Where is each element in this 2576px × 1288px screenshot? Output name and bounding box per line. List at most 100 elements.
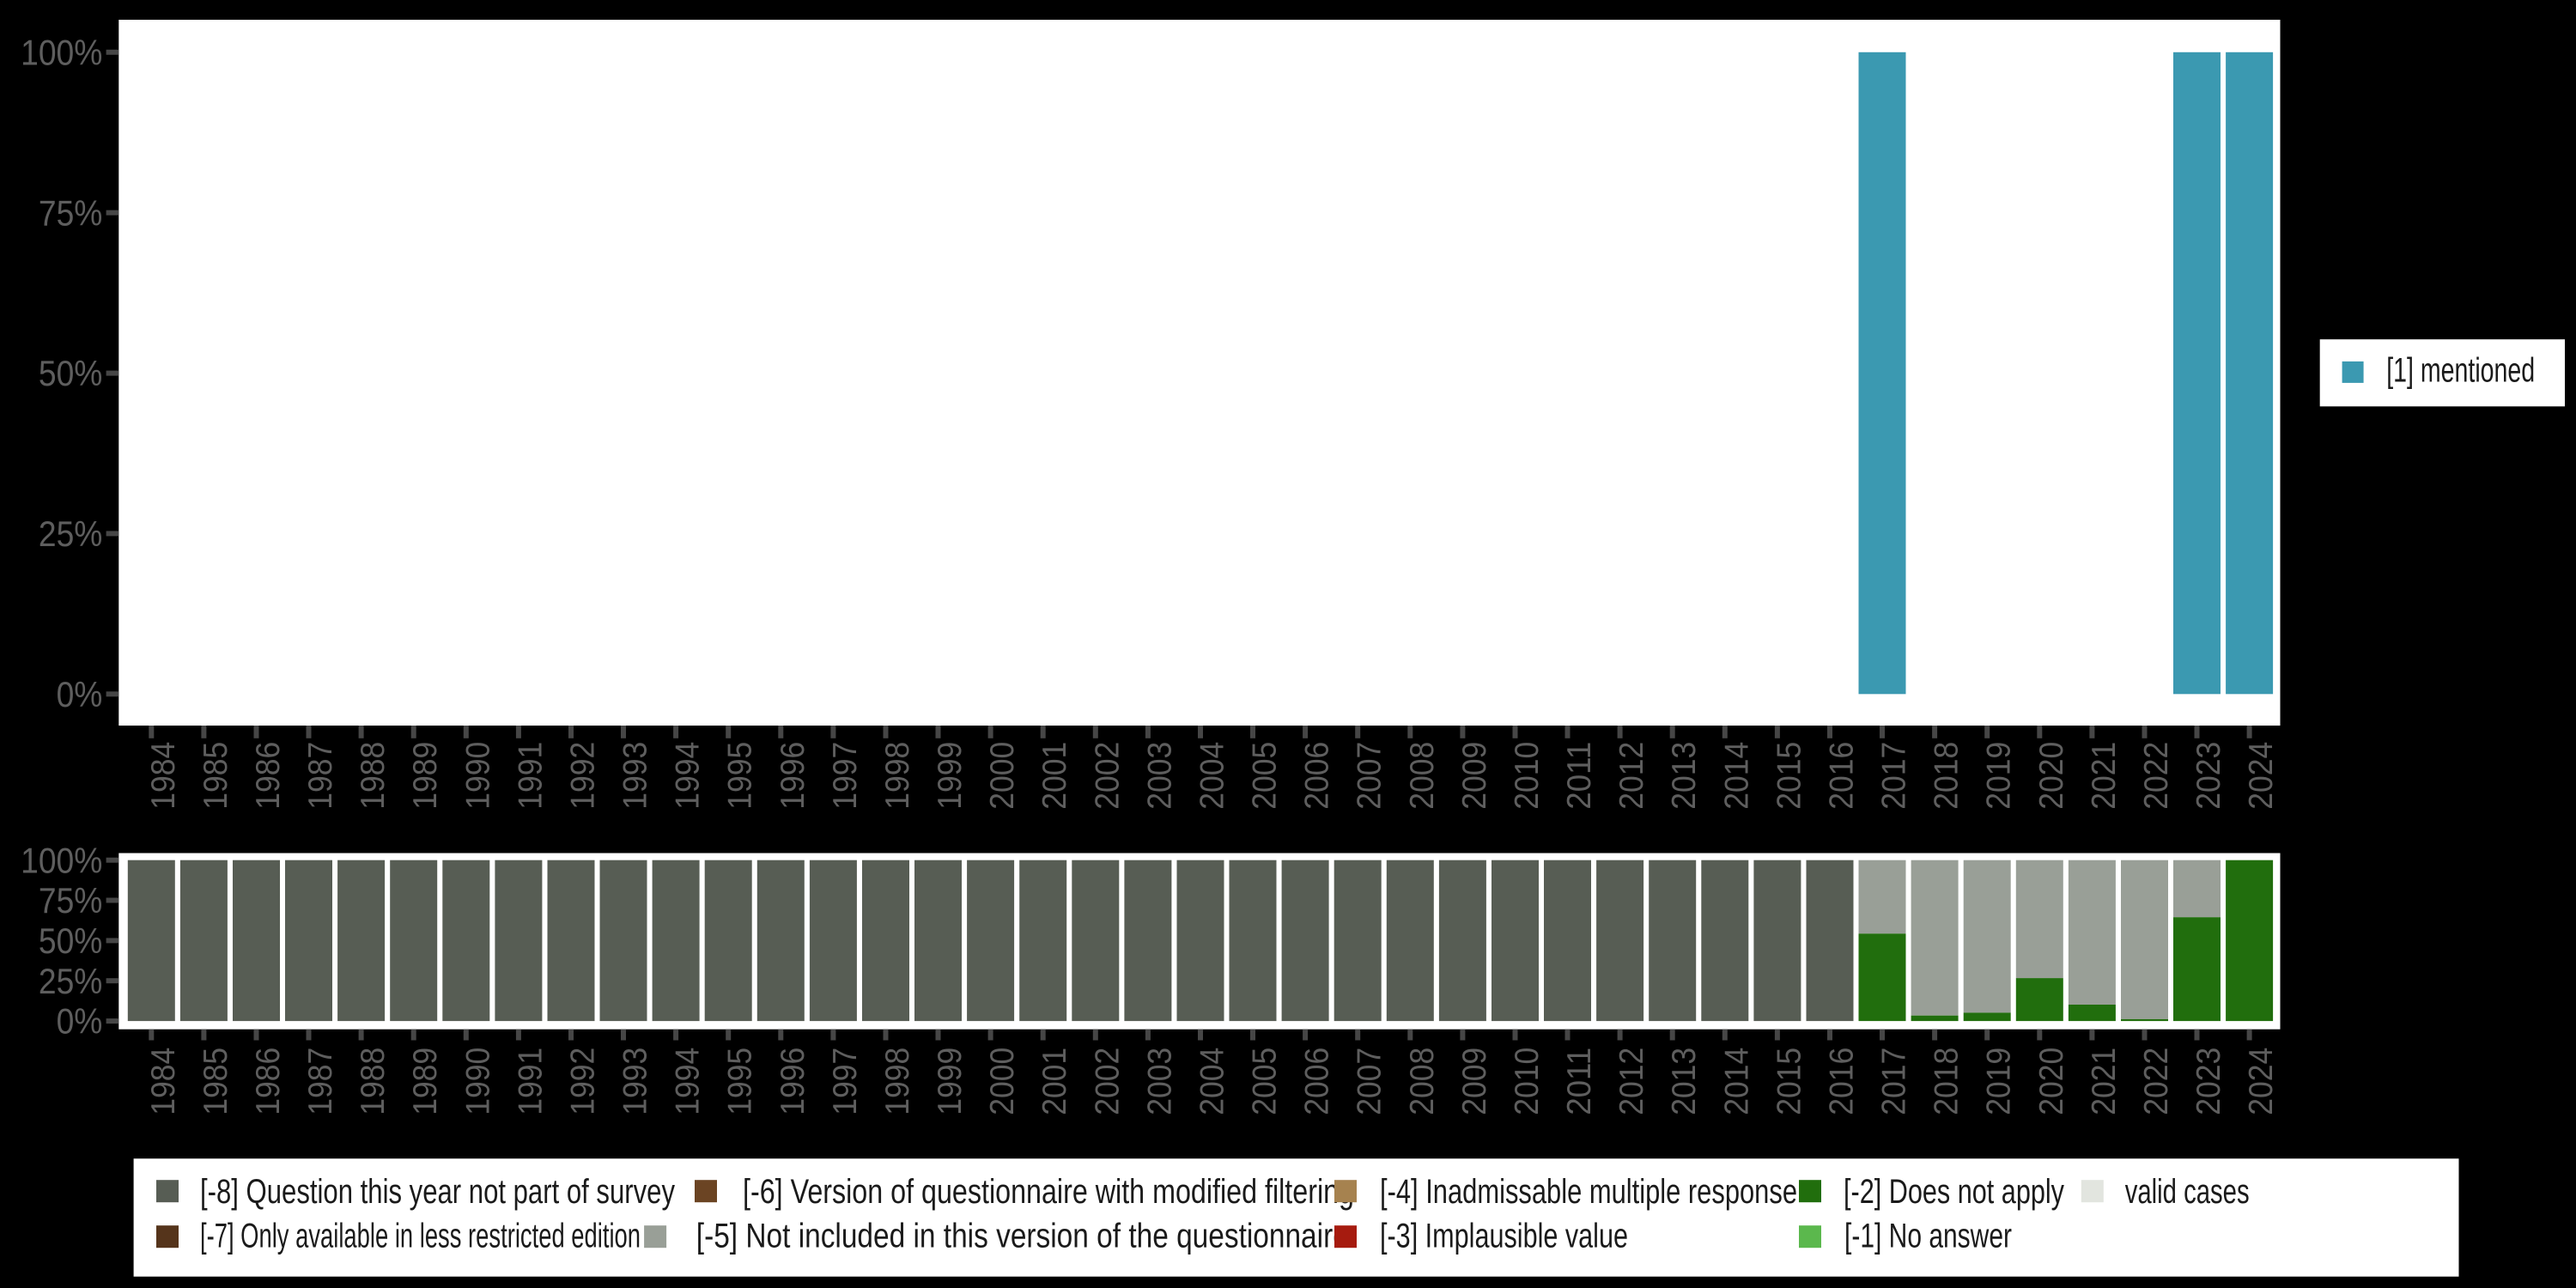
svg-text:1992: 1992 bbox=[565, 742, 602, 810]
svg-text:2019: 2019 bbox=[1981, 742, 2018, 810]
svg-text:1991: 1991 bbox=[512, 1048, 549, 1115]
svg-text:1989: 1989 bbox=[407, 1048, 444, 1115]
svg-text:1989: 1989 bbox=[407, 742, 444, 810]
svg-text:1995: 1995 bbox=[722, 742, 759, 810]
svg-text:25%: 25% bbox=[39, 961, 103, 1001]
svg-text:2005: 2005 bbox=[1247, 1048, 1284, 1115]
svg-text:2015: 2015 bbox=[1771, 742, 1807, 810]
svg-text:2001: 2001 bbox=[1036, 742, 1073, 810]
svg-text:1986: 1986 bbox=[250, 1048, 287, 1115]
svg-text:2013: 2013 bbox=[1666, 1048, 1703, 1115]
svg-text:2003: 2003 bbox=[1141, 1048, 1178, 1115]
svg-text:[-8] Question this year not pa: [-8] Question this year not part of surv… bbox=[200, 1173, 675, 1211]
svg-text:1984: 1984 bbox=[145, 1048, 182, 1115]
svg-text:1996: 1996 bbox=[775, 1048, 811, 1115]
svg-text:2022: 2022 bbox=[2138, 1048, 2175, 1115]
svg-text:2004: 2004 bbox=[1194, 1048, 1231, 1115]
svg-text:75%: 75% bbox=[39, 192, 103, 233]
svg-text:2023: 2023 bbox=[2190, 1048, 2227, 1115]
svg-text:2021: 2021 bbox=[2086, 1048, 2123, 1115]
svg-text:1997: 1997 bbox=[827, 1048, 864, 1115]
svg-text:50%: 50% bbox=[39, 353, 103, 393]
svg-text:1995: 1995 bbox=[722, 1048, 759, 1115]
svg-text:1999: 1999 bbox=[932, 1048, 969, 1115]
svg-text:1991: 1991 bbox=[512, 742, 549, 810]
svg-text:[-4] Inadmissable multiple res: [-4] Inadmissable multiple response bbox=[1380, 1173, 1797, 1211]
svg-text:2007: 2007 bbox=[1352, 1048, 1388, 1115]
svg-text:1994: 1994 bbox=[670, 1048, 707, 1115]
svg-text:2017: 2017 bbox=[1876, 742, 1913, 810]
svg-text:1984: 1984 bbox=[145, 742, 182, 810]
svg-text:[1] mentioned: [1] mentioned bbox=[2386, 352, 2535, 390]
svg-text:1996: 1996 bbox=[775, 742, 811, 810]
svg-text:2017: 2017 bbox=[1876, 1048, 1913, 1115]
svg-text:50%: 50% bbox=[39, 920, 103, 961]
svg-text:[-6] Version of questionnaire: [-6] Version of questionnaire with modif… bbox=[743, 1173, 1354, 1211]
svg-text:100%: 100% bbox=[21, 32, 102, 72]
svg-text:2000: 2000 bbox=[984, 742, 1021, 810]
svg-text:1997: 1997 bbox=[827, 742, 864, 810]
svg-text:1998: 1998 bbox=[879, 742, 916, 810]
svg-text:2006: 2006 bbox=[1299, 742, 1336, 810]
svg-text:2009: 2009 bbox=[1456, 1048, 1493, 1115]
svg-text:2012: 2012 bbox=[1613, 742, 1650, 810]
svg-text:2011: 2011 bbox=[1561, 742, 1598, 810]
svg-text:2018: 2018 bbox=[1929, 742, 1965, 810]
svg-text:2005: 2005 bbox=[1247, 742, 1284, 810]
svg-text:2021: 2021 bbox=[2086, 742, 2123, 810]
svg-text:2008: 2008 bbox=[1404, 742, 1441, 810]
svg-text:valid cases: valid cases bbox=[2125, 1173, 2250, 1211]
svg-text:2016: 2016 bbox=[1824, 742, 1861, 810]
svg-text:2009: 2009 bbox=[1456, 742, 1493, 810]
svg-text:1987: 1987 bbox=[302, 1048, 339, 1115]
svg-text:[-1] No answer: [-1] No answer bbox=[1844, 1218, 2012, 1255]
svg-text:100%: 100% bbox=[21, 840, 102, 880]
svg-text:2012: 2012 bbox=[1613, 1048, 1650, 1115]
svg-text:2007: 2007 bbox=[1352, 742, 1388, 810]
svg-text:[-2] Does not apply: [-2] Does not apply bbox=[1844, 1173, 2064, 1211]
svg-text:2008: 2008 bbox=[1404, 1048, 1441, 1115]
svg-text:1999: 1999 bbox=[932, 742, 969, 810]
svg-text:1993: 1993 bbox=[617, 742, 654, 810]
svg-text:2013: 2013 bbox=[1666, 742, 1703, 810]
svg-text:0%: 0% bbox=[57, 1001, 103, 1042]
svg-text:1988: 1988 bbox=[355, 742, 392, 810]
svg-text:2024: 2024 bbox=[2243, 1048, 2280, 1115]
svg-text:2010: 2010 bbox=[1509, 742, 1546, 810]
svg-text:2022: 2022 bbox=[2138, 742, 2175, 810]
svg-text:1992: 1992 bbox=[565, 1048, 602, 1115]
svg-text:[-7] Only available in less re: [-7] Only available in less restricted e… bbox=[200, 1218, 641, 1255]
svg-text:2024: 2024 bbox=[2243, 742, 2280, 810]
svg-text:[-5] Not included in this vers: [-5] Not included in this version of the… bbox=[696, 1218, 1349, 1255]
svg-text:2011: 2011 bbox=[1561, 1048, 1598, 1115]
svg-text:2003: 2003 bbox=[1141, 742, 1178, 810]
svg-text:1985: 1985 bbox=[197, 742, 234, 810]
svg-text:1990: 1990 bbox=[459, 742, 496, 810]
svg-text:1985: 1985 bbox=[197, 1048, 234, 1115]
svg-text:2020: 2020 bbox=[2033, 1048, 2070, 1115]
svg-text:1988: 1988 bbox=[355, 1048, 392, 1115]
svg-text:2015: 2015 bbox=[1771, 1048, 1807, 1115]
svg-text:2014: 2014 bbox=[1718, 1048, 1755, 1115]
svg-text:2020: 2020 bbox=[2033, 742, 2070, 810]
svg-text:1990: 1990 bbox=[459, 1048, 496, 1115]
svg-text:2006: 2006 bbox=[1299, 1048, 1336, 1115]
svg-text:0%: 0% bbox=[57, 674, 103, 714]
svg-text:2016: 2016 bbox=[1824, 1048, 1861, 1115]
svg-text:2010: 2010 bbox=[1509, 1048, 1546, 1115]
svg-text:75%: 75% bbox=[39, 880, 103, 920]
svg-text:1993: 1993 bbox=[617, 1048, 654, 1115]
svg-text:2023: 2023 bbox=[2190, 742, 2227, 810]
svg-text:[-3] Implausible value: [-3] Implausible value bbox=[1380, 1218, 1628, 1255]
svg-text:2019: 2019 bbox=[1981, 1048, 2018, 1115]
svg-text:2000: 2000 bbox=[984, 1048, 1021, 1115]
svg-text:2002: 2002 bbox=[1089, 742, 1126, 810]
svg-text:25%: 25% bbox=[39, 513, 103, 554]
svg-text:1986: 1986 bbox=[250, 742, 287, 810]
svg-text:2001: 2001 bbox=[1036, 1048, 1073, 1115]
svg-text:2002: 2002 bbox=[1089, 1048, 1126, 1115]
svg-text:2018: 2018 bbox=[1929, 1048, 1965, 1115]
svg-text:1998: 1998 bbox=[879, 1048, 916, 1115]
svg-text:2004: 2004 bbox=[1194, 742, 1231, 810]
svg-text:1987: 1987 bbox=[302, 742, 339, 810]
